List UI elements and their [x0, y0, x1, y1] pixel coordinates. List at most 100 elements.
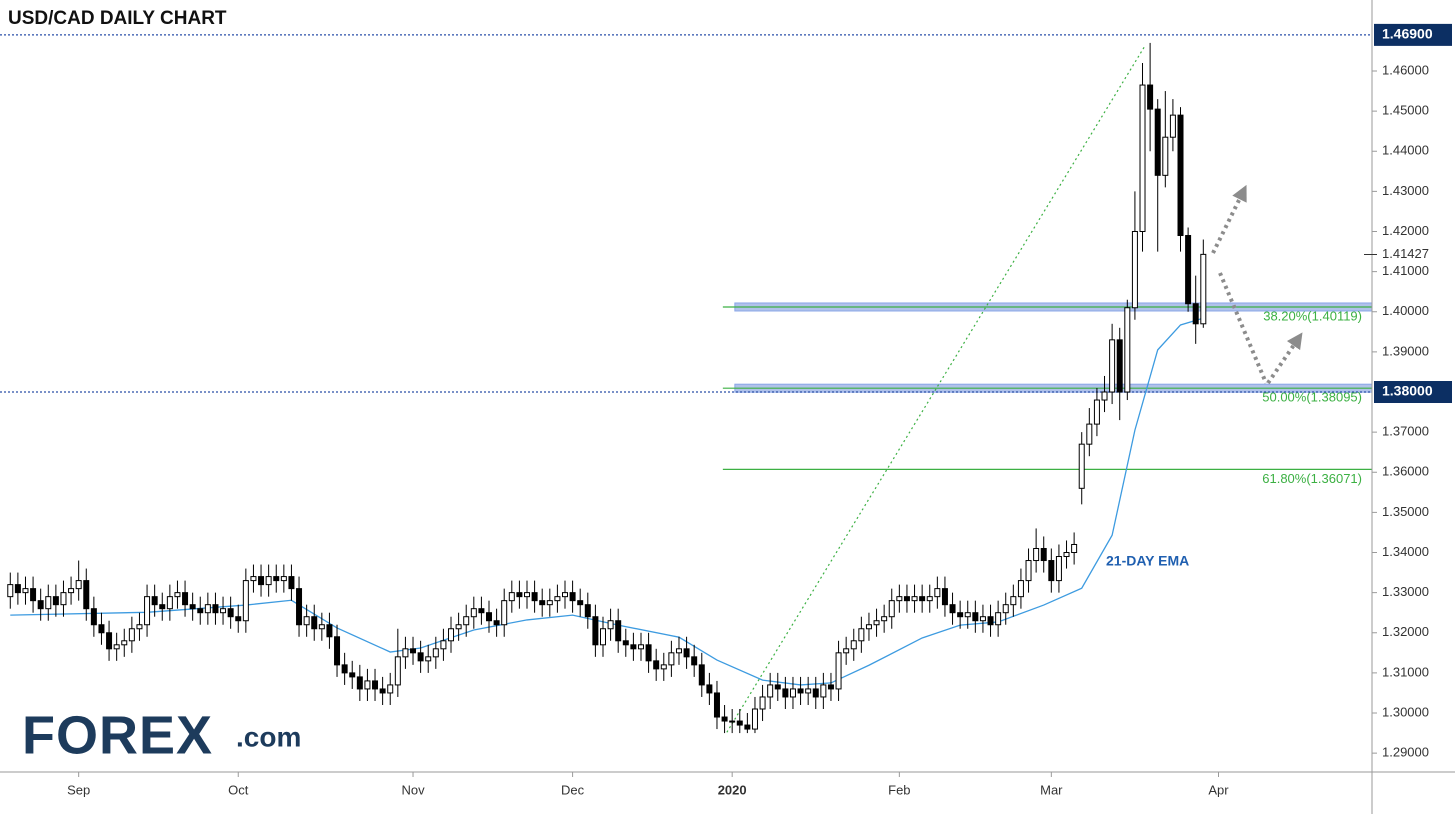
- candle-body: [964, 612, 971, 618]
- x-tick-label: Feb: [888, 782, 910, 797]
- candle-body: [455, 624, 462, 630]
- arrow-down: [1218, 272, 1268, 384]
- candle-body: [1200, 253, 1207, 325]
- candle-body: [60, 592, 67, 606]
- candle-body: [250, 576, 257, 582]
- candle-body: [432, 648, 439, 658]
- candle-body: [554, 596, 561, 602]
- candle-body: [615, 620, 622, 642]
- price-label-box: [1374, 23, 1452, 46]
- candle-body: [144, 596, 151, 626]
- candle-body: [1101, 391, 1108, 401]
- candle-body: [501, 600, 508, 626]
- candle-body: [273, 576, 280, 582]
- candle-body: [546, 600, 553, 606]
- candle-body: [334, 636, 341, 666]
- candle-body: [850, 640, 857, 650]
- candle-body: [881, 616, 888, 622]
- candle-body: [668, 652, 675, 666]
- candle-body: [774, 684, 781, 690]
- candle-body: [128, 628, 135, 642]
- candle-body: [1162, 136, 1169, 176]
- candle-body: [592, 616, 599, 646]
- candle-body: [440, 640, 447, 650]
- y-tick-label: 1.32000: [1382, 624, 1429, 639]
- candle-body: [789, 688, 796, 698]
- y-tick-label: 1.31000: [1382, 664, 1429, 679]
- candle-body: [7, 584, 14, 598]
- candle-body: [425, 656, 432, 662]
- candle-body: [258, 576, 265, 586]
- candle-body: [318, 624, 325, 630]
- candle-body: [622, 640, 629, 646]
- candle-body: [858, 628, 865, 642]
- candle-body: [1078, 443, 1085, 489]
- x-tick-label: Mar: [1040, 782, 1063, 797]
- candle-body: [212, 604, 219, 614]
- price-label-box: [1374, 381, 1452, 404]
- candle-body: [45, 596, 52, 610]
- candle-body: [220, 608, 227, 614]
- x-tick-label: Oct: [228, 782, 249, 797]
- candle-body: [394, 656, 401, 686]
- candle-body: [1177, 114, 1184, 237]
- candle-body: [736, 720, 743, 726]
- y-tick-label: 1.35000: [1382, 504, 1429, 519]
- candle-body: [52, 596, 59, 606]
- candle-body: [182, 592, 189, 606]
- candle-body: [463, 616, 470, 626]
- candle-body: [478, 608, 485, 614]
- candle-body: [387, 684, 394, 694]
- candle-body: [539, 600, 546, 606]
- fib-label: 38.20%(1.40119): [1263, 308, 1362, 323]
- candle-body: [721, 716, 728, 722]
- candle-body: [75, 580, 82, 590]
- candle-body: [174, 592, 181, 598]
- candle-body: [972, 612, 979, 622]
- y-tick-label: 1.36000: [1382, 464, 1429, 479]
- candle-body: [486, 612, 493, 622]
- x-tick-label: Sep: [67, 782, 90, 797]
- y-tick-label: 1.34000: [1382, 544, 1429, 559]
- candle-body: [835, 652, 842, 690]
- candle-body: [729, 720, 736, 723]
- x-tick-label: Apr: [1208, 782, 1229, 797]
- y-tick-label: 1.43000: [1382, 183, 1429, 198]
- candle-body: [106, 632, 113, 650]
- candle-body: [630, 644, 637, 650]
- candle-body: [448, 628, 455, 642]
- candle-body: [326, 624, 333, 638]
- last-price-label: 1.41427: [1382, 246, 1429, 261]
- candle-body: [189, 604, 196, 610]
- candle-body: [227, 608, 234, 618]
- candle-body: [1025, 560, 1032, 582]
- logo-brand: FOREX: [22, 705, 213, 765]
- candle-body: [759, 696, 766, 710]
- candle-body: [805, 688, 812, 694]
- candle-body: [599, 628, 606, 646]
- candle-body: [698, 664, 705, 686]
- candle-body: [561, 592, 568, 598]
- candle-body: [288, 576, 295, 590]
- candle-body: [926, 596, 933, 602]
- candle-body: [1124, 307, 1131, 393]
- y-tick-label: 1.46000: [1382, 62, 1429, 77]
- candle-body: [113, 644, 120, 650]
- candle-body: [14, 584, 21, 594]
- candle-body: [1048, 560, 1055, 582]
- candle-body: [896, 596, 903, 602]
- arrow-rebound: [1266, 332, 1303, 385]
- candle-body: [873, 620, 880, 626]
- candle-body: [820, 684, 827, 698]
- x-tick-label: 2020: [718, 782, 747, 797]
- candle-body: [151, 596, 158, 606]
- candle-body: [417, 652, 424, 662]
- candle-body: [37, 600, 44, 610]
- candle-body: [410, 648, 417, 654]
- candle-body: [767, 684, 774, 698]
- price-label: 1.46900: [1382, 26, 1433, 42]
- candle-body: [531, 592, 538, 602]
- candle-body: [934, 588, 941, 598]
- candle-body: [83, 580, 90, 610]
